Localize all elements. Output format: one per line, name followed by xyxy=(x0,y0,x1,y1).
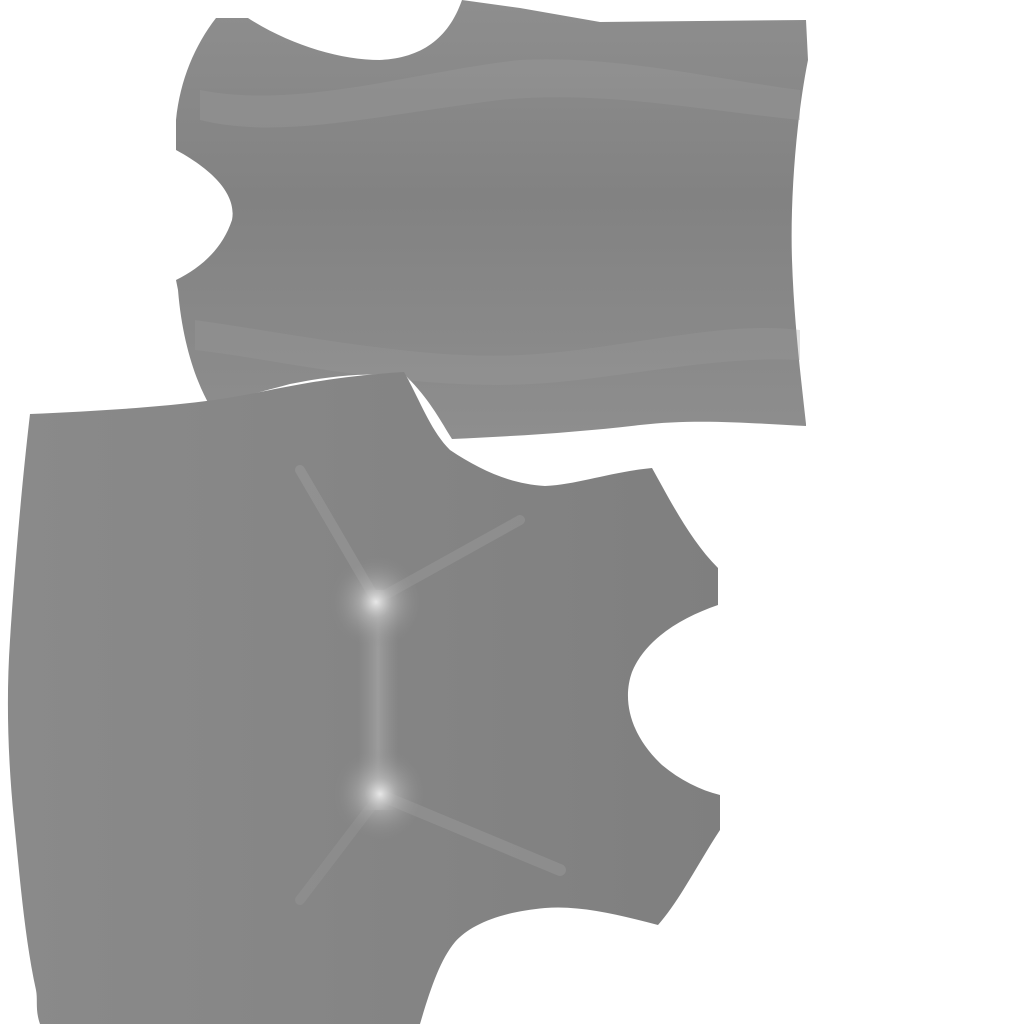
highlight-spot-upper xyxy=(330,556,422,648)
highlight-spot-lower xyxy=(334,748,426,840)
upper-panel-shade-lower xyxy=(195,320,800,385)
upper-panel-shade xyxy=(200,59,800,128)
upper-garment-panel xyxy=(176,0,808,439)
